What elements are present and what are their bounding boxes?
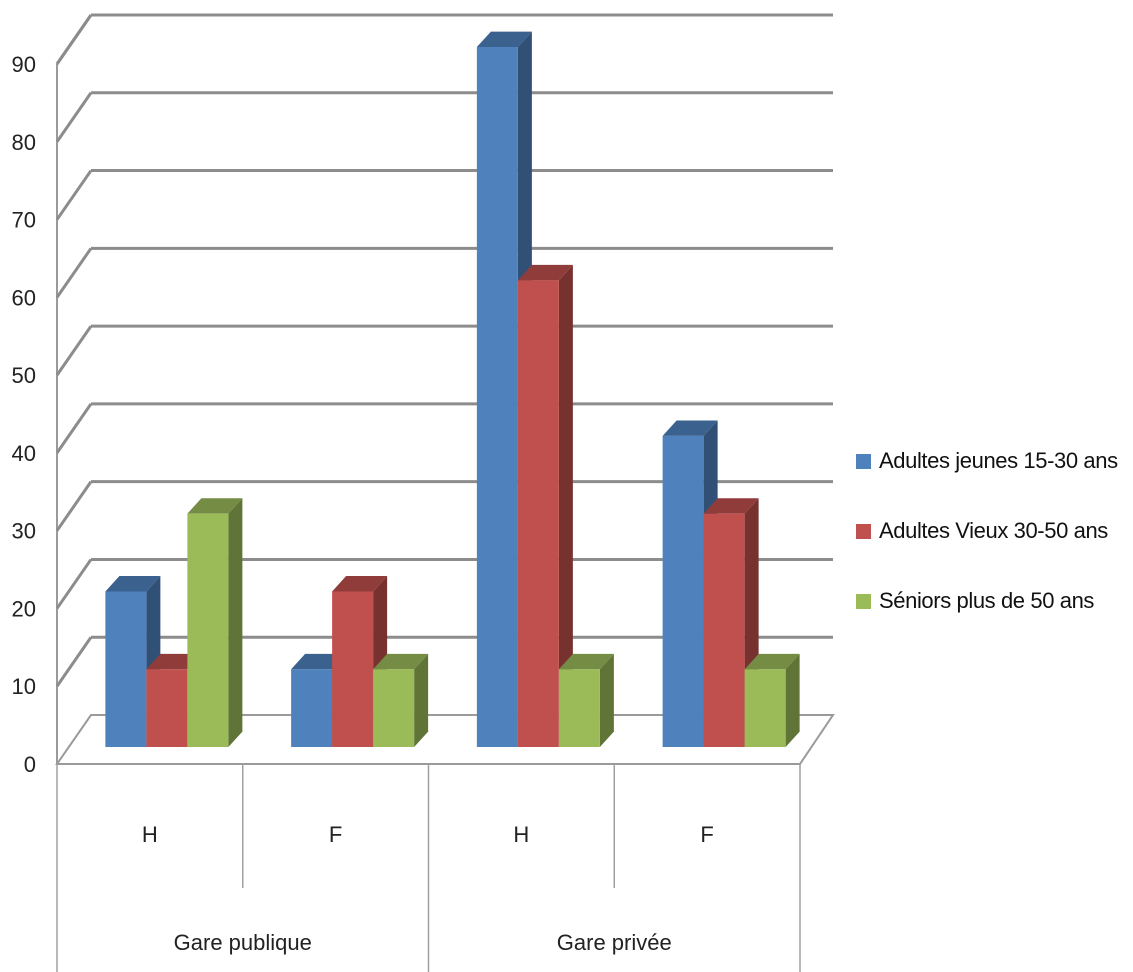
bar-side: [599, 653, 614, 747]
legend-item-adultes-vieux: Adultes Vieux 30-50 ans: [856, 514, 1118, 548]
gridline-side: [55, 14, 93, 65]
y-tick-label: 20: [12, 596, 36, 621]
bar-top: [476, 31, 532, 47]
bar-top: [105, 576, 161, 592]
bar: [373, 653, 429, 747]
legend-label: Séniors plus de 50 ans: [879, 588, 1095, 613]
bar-front: [187, 513, 229, 747]
legend-swatch-red: [856, 523, 871, 539]
x-tick-label: F: [329, 822, 342, 847]
bar-front: [476, 47, 518, 747]
x-group-label: Gare publique: [174, 930, 312, 955]
bar-side: [228, 498, 243, 747]
bar-front: [517, 280, 559, 747]
chart-floor: [55, 714, 835, 765]
gridline-side: [55, 636, 93, 688]
bar-side: [785, 653, 800, 747]
bar-front: [558, 669, 600, 747]
legend-item-seniors: Séniors plus de 50 ans: [856, 584, 1118, 618]
y-tick-label: 60: [12, 285, 36, 310]
gridline-side: [55, 91, 93, 143]
bar-front: [291, 669, 333, 747]
y-tick-label: 90: [12, 52, 36, 77]
bar-top: [373, 653, 429, 670]
gridline-side: [55, 558, 93, 610]
gridline-side: [55, 247, 93, 299]
floor-outline: [55, 714, 835, 765]
bar-side: [414, 653, 429, 747]
gridline-side: [55, 325, 93, 376]
bar: [517, 264, 573, 747]
y-tick-label: 40: [12, 441, 36, 466]
bar-side: [558, 264, 573, 747]
y-tick-label: 80: [12, 130, 36, 155]
legend-item-adultes-jeunes: Adultes jeunes 15-30 ans: [856, 444, 1118, 478]
gridline-side: [55, 480, 93, 532]
gridline-side: [55, 169, 93, 221]
bar-front: [703, 513, 745, 747]
bar-top: [332, 576, 388, 592]
bar-top: [744, 653, 800, 670]
gridlines: [55, 13, 833, 688]
bar-top: [187, 498, 243, 514]
bar-front: [662, 435, 704, 747]
legend: Adultes jeunes 15-30 ans Adultes Vieux 3…: [856, 444, 1118, 654]
legend-label: Adultes Vieux 30-50 ans: [879, 518, 1108, 543]
bar-top: [662, 420, 718, 436]
y-tick-label: 70: [12, 208, 36, 233]
x-axis-category-table: H F H F Gare publique Gare privée: [56, 764, 801, 972]
y-tick-label: 30: [12, 519, 36, 544]
bar-top: [517, 264, 573, 281]
x-tick-label: H: [513, 822, 529, 847]
legend-swatch-green: [856, 593, 871, 609]
bar-top: [703, 498, 759, 514]
bar-front: [332, 591, 374, 747]
bar-front: [146, 669, 188, 747]
x-group-label: Gare privée: [557, 930, 672, 955]
bar-front: [373, 669, 415, 747]
legend-label: Adultes jeunes 15-30 ans: [879, 448, 1118, 473]
bar: [187, 498, 243, 747]
bar: [744, 653, 800, 747]
x-tick-label: H: [142, 822, 158, 847]
x-tick-label: F: [700, 822, 713, 847]
y-tick-label: 0: [24, 752, 36, 777]
bar-top: [558, 653, 614, 670]
bar-front: [105, 591, 147, 747]
y-tick-label: 50: [12, 363, 36, 388]
bar: [558, 653, 614, 747]
legend-swatch-blue: [856, 453, 871, 469]
bar-front: [744, 669, 786, 747]
y-axis-tick-labels: 0 10 20 30 40 50 60 70 80 90: [12, 52, 36, 777]
bar-series: [105, 31, 800, 748]
y-tick-label: 10: [12, 674, 36, 699]
gridline-side: [55, 403, 93, 454]
